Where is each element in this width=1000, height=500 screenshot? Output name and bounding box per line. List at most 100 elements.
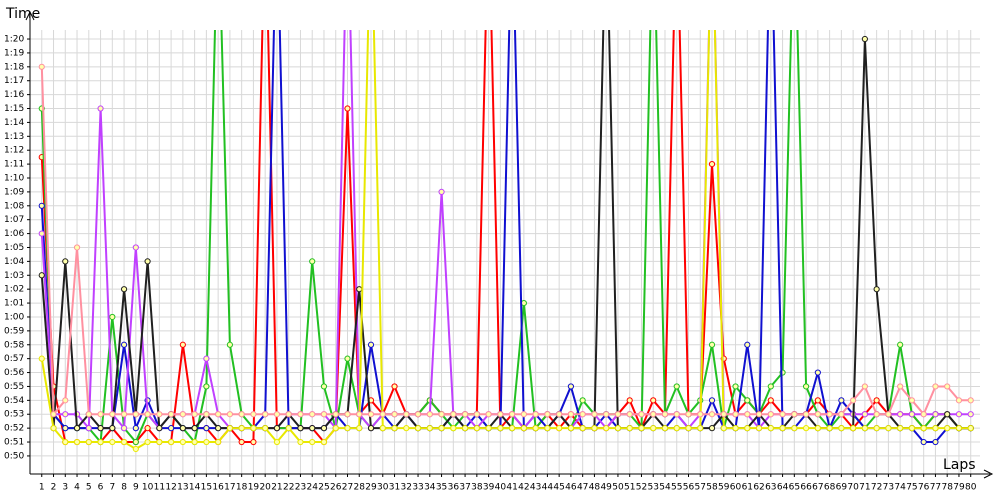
y-tick-label: 1:00	[4, 312, 24, 322]
lap-point	[203, 383, 210, 390]
y-tick-label: 1:06	[4, 229, 24, 239]
x-tick-label: 4	[74, 483, 80, 493]
x-axis-label: Laps	[943, 457, 976, 473]
lap-point	[732, 411, 739, 418]
lap-point	[908, 411, 916, 418]
lap-point	[473, 411, 480, 418]
lap-point	[579, 411, 586, 418]
lap-point	[932, 383, 939, 390]
lap-point	[850, 397, 857, 404]
y-tick-label: 0:50	[4, 451, 24, 461]
lap-point	[556, 411, 563, 418]
lap-point	[168, 411, 175, 418]
x-tick-label: 37	[459, 483, 470, 493]
lap-point	[626, 425, 633, 432]
lap-point	[944, 383, 951, 390]
lap-point	[120, 411, 128, 418]
lap-point	[120, 286, 128, 293]
lap-point	[97, 105, 104, 112]
lap-point	[732, 383, 739, 390]
lap-point	[685, 425, 692, 432]
lap-point	[320, 438, 328, 446]
lap-point	[485, 411, 492, 418]
lap-point	[838, 425, 845, 432]
x-tick-label: 70	[847, 483, 859, 493]
lap-point	[273, 425, 281, 432]
lap-point	[850, 425, 857, 432]
lap-point	[144, 438, 151, 446]
lap-point	[297, 411, 304, 418]
x-tick-label: 63	[765, 483, 776, 493]
lap-point	[97, 438, 104, 446]
y-tick-label: 1:12	[4, 146, 24, 156]
lap-point	[309, 438, 316, 446]
lap-point	[62, 438, 69, 446]
lap-point	[920, 438, 927, 446]
lap-point	[932, 411, 939, 418]
lap-point	[144, 425, 151, 432]
lap-point	[920, 411, 927, 418]
lap-point	[638, 425, 645, 432]
lap-point	[532, 425, 539, 432]
lap-point	[179, 341, 186, 348]
lap-point	[38, 230, 45, 237]
y-tick-label: 1:05	[4, 243, 24, 253]
y-tick-label: 1:18	[4, 62, 24, 72]
lap-point	[62, 411, 69, 418]
y-tick-label: 1:16	[4, 90, 24, 100]
lap-point	[673, 383, 680, 390]
y-tick-label: 1:08	[4, 201, 24, 211]
x-tick-label: 54	[659, 483, 671, 493]
lap-point	[955, 425, 963, 432]
lap-point	[873, 397, 880, 404]
lap-point	[967, 397, 974, 404]
y-tick-label: 1:09	[4, 187, 24, 197]
x-tick-label: 40	[495, 483, 507, 493]
lap-point	[897, 411, 904, 418]
lap-point	[450, 425, 457, 432]
lap-point	[120, 438, 128, 446]
x-tick-label: 18	[236, 483, 248, 493]
lap-point	[955, 397, 963, 404]
lap-point	[708, 425, 716, 432]
lap-point	[708, 341, 716, 348]
y-tick-label: 1:15	[4, 104, 24, 114]
x-tick-label: 19	[248, 483, 260, 493]
lap-point	[332, 425, 339, 432]
lap-point	[767, 425, 774, 432]
lap-point	[132, 438, 139, 446]
x-tick-label: 74	[894, 483, 906, 493]
y-tick-label: 0:54	[4, 396, 24, 406]
x-tick-label: 53	[647, 483, 658, 493]
x-tick-label: 50	[612, 483, 624, 493]
x-tick-label: 66	[800, 483, 812, 493]
lap-point	[955, 411, 963, 418]
lap-point	[720, 411, 727, 418]
lap-point	[650, 397, 657, 404]
lap-point	[356, 286, 363, 293]
lap-point	[215, 425, 222, 432]
lap-point	[708, 397, 716, 404]
lap-point	[156, 438, 163, 446]
lap-point	[614, 425, 622, 432]
x-tick-label: 13	[177, 483, 188, 493]
lap-point	[332, 411, 339, 418]
lap-point	[885, 425, 892, 432]
lap-point	[367, 425, 375, 432]
x-tick-label: 44	[542, 483, 554, 493]
y-axis-label: Time	[5, 6, 40, 22]
lap-point	[356, 411, 363, 418]
x-tick-label: 73	[883, 483, 894, 493]
y-tick-label: 0:57	[4, 354, 24, 364]
x-tick-label: 79	[953, 483, 965, 493]
lap-point	[438, 425, 445, 432]
lap-point	[132, 244, 139, 251]
lap-point	[109, 411, 116, 418]
x-tick-label: 52	[636, 483, 647, 493]
x-tick-label: 59	[718, 483, 730, 493]
lap-point	[320, 425, 328, 432]
lap-point	[697, 425, 704, 432]
lap-point	[109, 425, 116, 432]
lap-point	[367, 341, 375, 348]
lap-point	[908, 425, 916, 432]
